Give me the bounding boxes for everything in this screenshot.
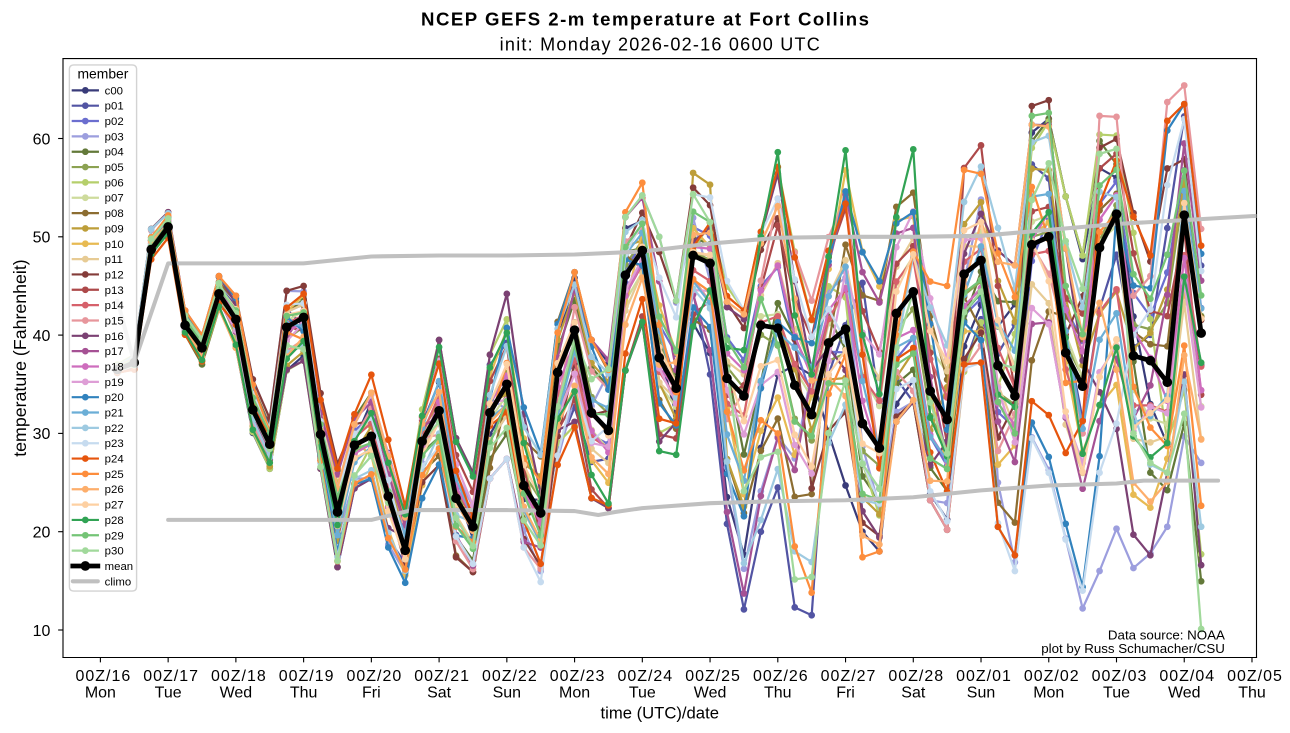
svg-text:Tue: Tue <box>629 684 656 701</box>
svg-text:Sat: Sat <box>901 684 926 701</box>
svg-text:20: 20 <box>33 524 51 541</box>
svg-text:time (UTC)/date: time (UTC)/date <box>601 703 719 722</box>
svg-text:p27: p27 <box>105 500 124 512</box>
svg-text:Mon: Mon <box>85 684 116 701</box>
svg-text:Fri: Fri <box>362 684 381 701</box>
svg-text:00Z/25: 00Z/25 <box>685 668 741 685</box>
svg-text:00Z/04: 00Z/04 <box>1159 668 1215 685</box>
svg-text:p13: p13 <box>105 285 124 297</box>
svg-text:Fri: Fri <box>836 684 855 701</box>
svg-text:Tue: Tue <box>1103 684 1130 701</box>
svg-text:p28: p28 <box>105 515 124 527</box>
svg-text:p12: p12 <box>105 269 124 281</box>
svg-text:p05: p05 <box>105 162 124 174</box>
svg-text:p19: p19 <box>105 377 124 389</box>
svg-text:00Z/24: 00Z/24 <box>617 668 673 685</box>
svg-text:40: 40 <box>33 328 51 345</box>
svg-text:30: 30 <box>33 426 51 443</box>
svg-text:00Z/16: 00Z/16 <box>76 668 132 685</box>
svg-text:00Z/05: 00Z/05 <box>1227 668 1283 685</box>
svg-text:c00: c00 <box>105 85 123 97</box>
svg-text:p25: p25 <box>105 469 124 481</box>
svg-text:00Z/27: 00Z/27 <box>821 668 877 685</box>
svg-text:mean: mean <box>105 561 133 573</box>
svg-text:10: 10 <box>33 623 51 640</box>
svg-text:p08: p08 <box>105 208 124 220</box>
svg-text:plot by Russ Schumacher/CSU: plot by Russ Schumacher/CSU <box>1041 641 1225 656</box>
svg-text:p30: p30 <box>105 546 124 558</box>
svg-text:p03: p03 <box>105 131 124 143</box>
svg-text:p29: p29 <box>105 530 124 542</box>
svg-text:Wed: Wed <box>220 684 253 701</box>
svg-text:00Z/28: 00Z/28 <box>888 668 944 685</box>
svg-text:p24: p24 <box>105 454 124 466</box>
svg-text:00Z/26: 00Z/26 <box>753 668 809 685</box>
svg-text:climo: climo <box>105 576 132 588</box>
svg-text:00Z/01: 00Z/01 <box>956 668 1012 685</box>
svg-text:p07: p07 <box>105 193 124 205</box>
svg-text:Thu: Thu <box>1238 684 1266 701</box>
svg-text:00Z/18: 00Z/18 <box>211 668 267 685</box>
svg-text:p04: p04 <box>105 147 124 159</box>
svg-text:00Z/21: 00Z/21 <box>414 668 470 685</box>
svg-text:00Z/03: 00Z/03 <box>1092 668 1148 685</box>
svg-text:p15: p15 <box>105 315 124 327</box>
svg-text:p20: p20 <box>105 392 124 404</box>
svg-text:Mon: Mon <box>559 684 590 701</box>
svg-text:Thu: Thu <box>290 684 318 701</box>
svg-text:Sun: Sun <box>967 684 995 701</box>
svg-text:p02: p02 <box>105 116 124 128</box>
svg-text:p26: p26 <box>105 484 124 496</box>
svg-text:member: member <box>78 65 129 81</box>
svg-text:p22: p22 <box>105 423 124 435</box>
svg-text:00Z/23: 00Z/23 <box>550 668 606 685</box>
svg-text:60: 60 <box>33 131 51 148</box>
svg-text:p23: p23 <box>105 438 124 450</box>
svg-text:Mon: Mon <box>1033 684 1064 701</box>
svg-text:temperature (Fahrenheit): temperature (Fahrenheit) <box>10 259 30 457</box>
svg-text:00Z/22: 00Z/22 <box>482 668 538 685</box>
svg-text:00Z/02: 00Z/02 <box>1024 668 1080 685</box>
svg-text:50: 50 <box>33 230 51 247</box>
svg-text:00Z/19: 00Z/19 <box>279 668 335 685</box>
svg-text:p18: p18 <box>105 361 124 373</box>
svg-text:p10: p10 <box>105 239 124 251</box>
svg-text:Thu: Thu <box>764 684 792 701</box>
svg-text:init: Monday 2026-02-16 0600 U: init: Monday 2026-02-16 0600 UTC <box>500 34 820 54</box>
svg-text:p01: p01 <box>105 101 124 113</box>
svg-text:p16: p16 <box>105 331 124 343</box>
svg-text:p09: p09 <box>105 223 124 235</box>
svg-text:p21: p21 <box>105 408 124 420</box>
svg-text:p14: p14 <box>105 300 124 312</box>
svg-text:Sat: Sat <box>427 684 452 701</box>
svg-text:p11: p11 <box>105 254 123 266</box>
svg-text:Sun: Sun <box>493 684 521 701</box>
svg-text:00Z/17: 00Z/17 <box>143 668 199 685</box>
svg-text:Wed: Wed <box>694 684 727 701</box>
svg-text:00Z/20: 00Z/20 <box>346 668 402 685</box>
svg-text:p06: p06 <box>105 177 124 189</box>
svg-text:Wed: Wed <box>1168 684 1201 701</box>
svg-text:p17: p17 <box>105 346 124 358</box>
svg-text:NCEP GEFS 2-m temperature at F: NCEP GEFS 2-m temperature at Fort Collin… <box>421 8 869 29</box>
svg-text:Tue: Tue <box>155 684 182 701</box>
svg-text:Data source: NOAA: Data source: NOAA <box>1108 628 1225 643</box>
